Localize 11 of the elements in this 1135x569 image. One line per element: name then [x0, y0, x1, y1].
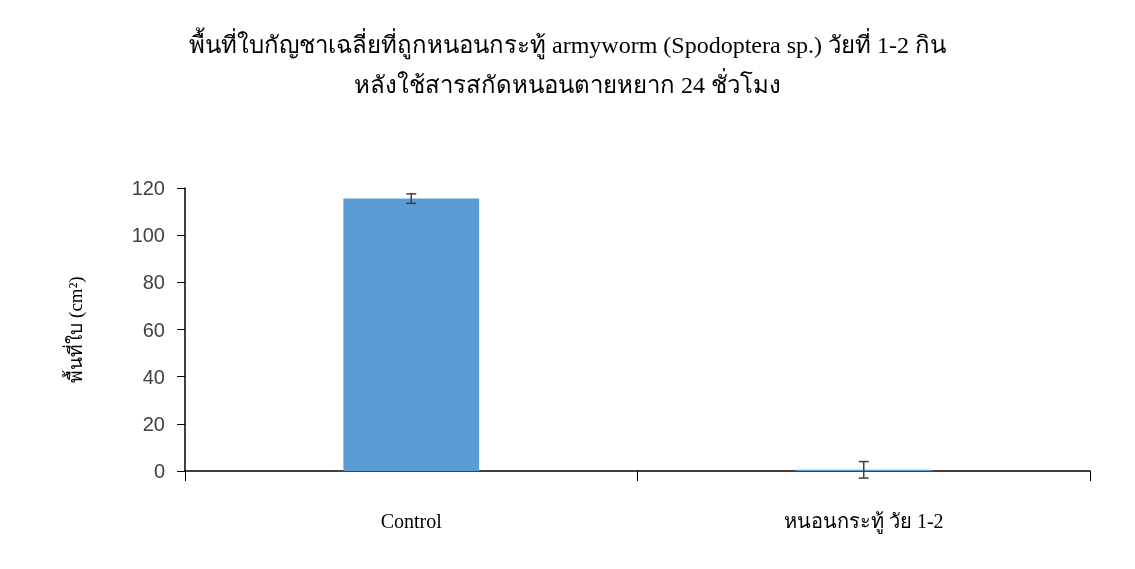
y-axis-title: พื้นที่ใบ (cm²)	[62, 276, 87, 383]
y-tick-label: 120	[131, 177, 165, 199]
y-tick-label: 80	[142, 271, 165, 294]
y-tick-label: 20	[142, 412, 165, 435]
y-tick-label: 100	[131, 224, 165, 247]
y-tick-label: 40	[142, 365, 165, 388]
y-tick-label: 60	[142, 318, 165, 341]
x-tick-label: Control	[380, 510, 443, 532]
chart-title: พื้นที่ใบกัญชาเฉลี่ยที่ถูกหนอนกระทู้ armyworm (Spodoptera sp.) วัยที่ 1-2 กิน หลังใช้สารสกัดหนอนตายหยาก 24 ชั่วโมง	[189, 27, 946, 98]
y-tick-label: 0	[153, 460, 165, 482]
x-tick-label: หนอนกระทู้ วัย 1-2	[783, 510, 944, 534]
